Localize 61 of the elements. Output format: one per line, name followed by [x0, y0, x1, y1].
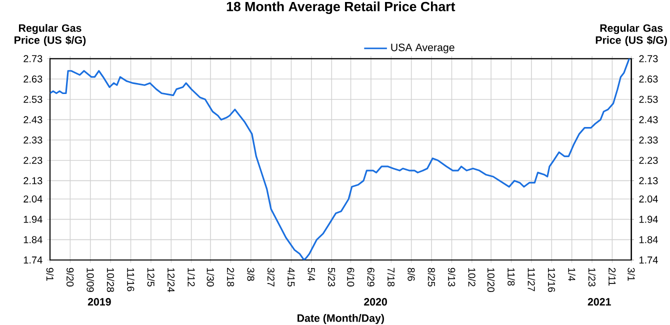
x-tick-label: 8/6	[408, 268, 416, 281]
y-tick-label: 2.53	[24, 96, 42, 103]
x-tick-label: 10/09	[86, 268, 94, 292]
x-tick-label: 11/16	[127, 268, 134, 292]
x-tick-label: 10/28	[106, 268, 114, 292]
x-tick-label: 11/27	[528, 268, 536, 292]
y-tick-label: 2.23	[24, 156, 42, 164]
y2-tick-label: 2.23	[639, 156, 658, 164]
x-tick-label: 9/20	[66, 268, 74, 286]
x-tick-label: 5/23	[328, 268, 336, 286]
x-tick-label: 1/30	[206, 268, 214, 286]
x-tick-label: 3/8	[247, 268, 255, 281]
y-tick-label: 1.74	[24, 256, 42, 264]
y-tick-label: 2.43	[24, 116, 42, 124]
x-tick-label: 8/25	[428, 268, 436, 286]
x-tick-label: 2/18	[226, 268, 234, 286]
x-tick-label: 12/16	[548, 268, 556, 292]
y-tick-label: 2.73	[24, 55, 42, 62]
x-axis-title: Date (Month/Day)	[298, 314, 384, 324]
y2-tick-label: 2.04	[639, 195, 658, 203]
y-tick-label: 2.63	[24, 75, 42, 83]
x-tick-label: 3/1	[628, 268, 635, 281]
y-tick-label: 2.13	[24, 177, 42, 184]
y-tick-label: 2.33	[24, 136, 42, 144]
x-tick-label: 10/2	[468, 268, 476, 286]
y2-tick-label: 2.53	[639, 96, 658, 103]
text: 2020	[364, 298, 387, 306]
legend-label: USA Average	[391, 44, 454, 54]
x-tick-label: 2/11	[608, 268, 616, 286]
y2-axis-title: Regular Gas Price (US $/G)	[596, 24, 667, 46]
y-tick-label: 1.84	[24, 236, 42, 244]
x-tick-label: 4/15	[288, 268, 295, 286]
y2-tick-label: 2.13	[639, 177, 658, 184]
y2-tick-label: 2.63	[639, 75, 658, 83]
x-tick-label: 12/24	[167, 268, 175, 292]
x-tick-label: 12/5	[147, 268, 155, 286]
x-tick-label: 7/18	[387, 268, 395, 286]
x-tick-label: 10/20	[487, 268, 495, 292]
y2-tick-label: 1.94	[639, 216, 658, 223]
y2-tick-label: 1.84	[639, 236, 658, 244]
x-tick-label: 6/10	[347, 268, 354, 286]
x-tick-label: 11/8	[508, 268, 515, 286]
x-tick-label: 1/4	[568, 268, 576, 281]
y2-tick-label: 2.43	[639, 116, 658, 124]
x-tick-label: 1/23	[588, 268, 596, 286]
x-tick-label: 5/4	[308, 268, 316, 281]
text: 2021	[588, 298, 611, 306]
x-tick-label: 9/1	[46, 268, 54, 281]
x-tick-label: 9/13	[448, 268, 456, 286]
y2-tick-label: 2.33	[639, 136, 658, 144]
x-tick-label: 1/12	[188, 268, 196, 286]
line-series	[50, 58, 632, 260]
y2-tick-label: 2.73	[639, 55, 658, 62]
x-tick-label: 3/27	[267, 268, 275, 286]
y2-tick-label: 1.74	[639, 256, 658, 264]
chart-title: 18 Month Average Retail Price Chart	[226, 1, 456, 14]
y-tick-label: 1.94	[24, 216, 42, 223]
y-axis-title: Regular Gas Price (US $/G)	[14, 24, 86, 46]
text: 2019	[88, 298, 111, 306]
x-tick-label: 6/29	[367, 268, 375, 286]
y-tick-label: 2.04	[24, 195, 42, 203]
